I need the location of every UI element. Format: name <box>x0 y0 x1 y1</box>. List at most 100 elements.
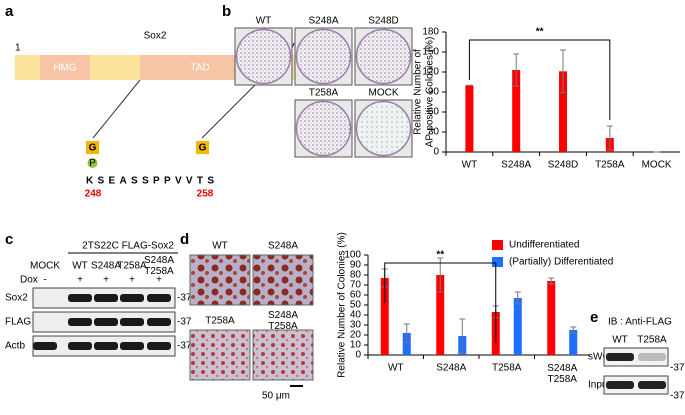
marker: -37 <box>670 363 685 374</box>
plate-label: T258A <box>309 88 339 99</box>
band <box>147 294 171 302</box>
site-label: 248 <box>85 189 102 200</box>
panel-letter: c <box>5 231 13 248</box>
colony-image <box>252 254 314 306</box>
band <box>68 294 92 302</box>
y-tick-label: 90 <box>428 87 440 98</box>
error-bar <box>548 277 555 285</box>
bar <box>436 275 445 355</box>
band <box>147 342 171 350</box>
image-label: T258A <box>205 316 235 327</box>
y-tick-label: 70 <box>350 280 362 291</box>
panel-letter: a <box>5 3 14 20</box>
x-tick-label: S248A <box>436 363 466 374</box>
western-blot: MOCK-WT+S248A+T258A+S248A T258A+Sox2 -37FL… <box>5 255 192 357</box>
phospho-label: P <box>89 158 96 169</box>
y-tick-label: 20 <box>350 330 362 341</box>
blot <box>603 375 669 395</box>
marker: -37 <box>670 391 685 402</box>
marker: -37 <box>177 293 192 304</box>
band <box>638 353 666 361</box>
error-bar <box>560 49 566 94</box>
legend-swatch <box>492 240 503 250</box>
lane-label: T258A <box>637 335 667 346</box>
y-tick-label: 100 <box>344 250 361 261</box>
dox-value: + <box>77 275 83 286</box>
glyco-box <box>86 141 99 154</box>
bar <box>512 70 521 152</box>
error-bar <box>606 125 613 151</box>
western-blot: WT T258A sWGA -37 Input -37 <box>588 335 685 402</box>
plate <box>355 100 412 157</box>
plate <box>295 28 352 85</box>
site-label: 258 <box>197 189 214 200</box>
y-tick-label: 50 <box>350 300 362 311</box>
sequence: KSEASSPPVVTS <box>86 176 214 187</box>
y-tick-label: 60 <box>350 290 362 301</box>
plates: WT S248A S248D T258A MOCK <box>234 16 413 158</box>
x-tick-label: T258A <box>492 363 522 374</box>
image-label: WT <box>212 241 228 252</box>
lane-label: WT <box>612 335 628 346</box>
band <box>94 294 118 302</box>
y-axis-label: AP-positive Colonies (%) <box>425 37 436 148</box>
y-axis-label: Relative Number of Colonies (%) <box>337 232 348 378</box>
band <box>94 318 118 326</box>
bar <box>402 333 411 355</box>
blot-label: sWGA <box>588 352 617 363</box>
colony-image <box>252 329 314 381</box>
image-label: S248A <box>268 241 298 252</box>
x-tick-label: T258A <box>595 160 625 171</box>
plate-label: S248A <box>308 16 338 27</box>
lane-label: WT <box>72 261 88 272</box>
glyco-label: G <box>89 143 97 154</box>
blot-label: Sox2 <box>5 293 28 304</box>
band <box>606 381 634 389</box>
construct: 2TS22C FLAG-Sox2 <box>82 241 174 252</box>
x-tick-label: MOCK <box>642 160 672 171</box>
scale-label: 50 μm <box>262 391 290 402</box>
band <box>147 318 171 326</box>
y-tick-label: 60 <box>428 107 440 118</box>
hmg-domain <box>40 55 90 80</box>
ib-label: IB : Anti-FLAG <box>608 317 672 328</box>
dox-value: + <box>156 275 162 286</box>
error-bar <box>514 291 521 305</box>
blot-label: Input <box>588 380 610 391</box>
blot <box>603 347 669 367</box>
y-axis-label: Relative Number of <box>413 49 424 135</box>
error-bar <box>570 326 577 334</box>
y-tick-label: 30 <box>350 320 362 331</box>
bar <box>513 298 522 355</box>
protein-name: Sox2 <box>144 31 167 42</box>
domain-label: TAD <box>190 63 209 74</box>
image-label: S248A T258A <box>268 310 298 332</box>
bar <box>380 278 389 355</box>
plate <box>295 100 352 157</box>
y-tick-label: 30 <box>428 127 440 138</box>
y-tick-label: 10 <box>350 340 362 351</box>
lane-label: S248A T258A <box>144 255 174 277</box>
y-tick-label: 80 <box>350 270 362 281</box>
plate-label: S248D <box>368 16 399 27</box>
y-tick-label: 150 <box>422 47 439 58</box>
phospho-circle <box>87 158 98 168</box>
x-tick-label: S248D <box>548 160 579 171</box>
significance-bracket <box>468 39 611 120</box>
band <box>120 318 144 326</box>
bar <box>559 71 567 152</box>
blot-label: Actb <box>5 341 25 352</box>
significance-label: ** <box>536 27 544 38</box>
panel-letter: e <box>590 309 598 326</box>
lane-label: S248A <box>91 261 121 272</box>
blot-label: FLAG <box>5 317 31 328</box>
y-tick-label: 0 <box>355 350 361 361</box>
legend-swatch <box>492 257 503 267</box>
error-bar <box>437 257 444 293</box>
dox-value: + <box>129 275 135 286</box>
x-tick-label: WT <box>388 363 404 374</box>
legend-label: Undifferentiated <box>509 240 579 251</box>
lane-label: T258A <box>117 261 147 272</box>
band <box>68 318 92 326</box>
